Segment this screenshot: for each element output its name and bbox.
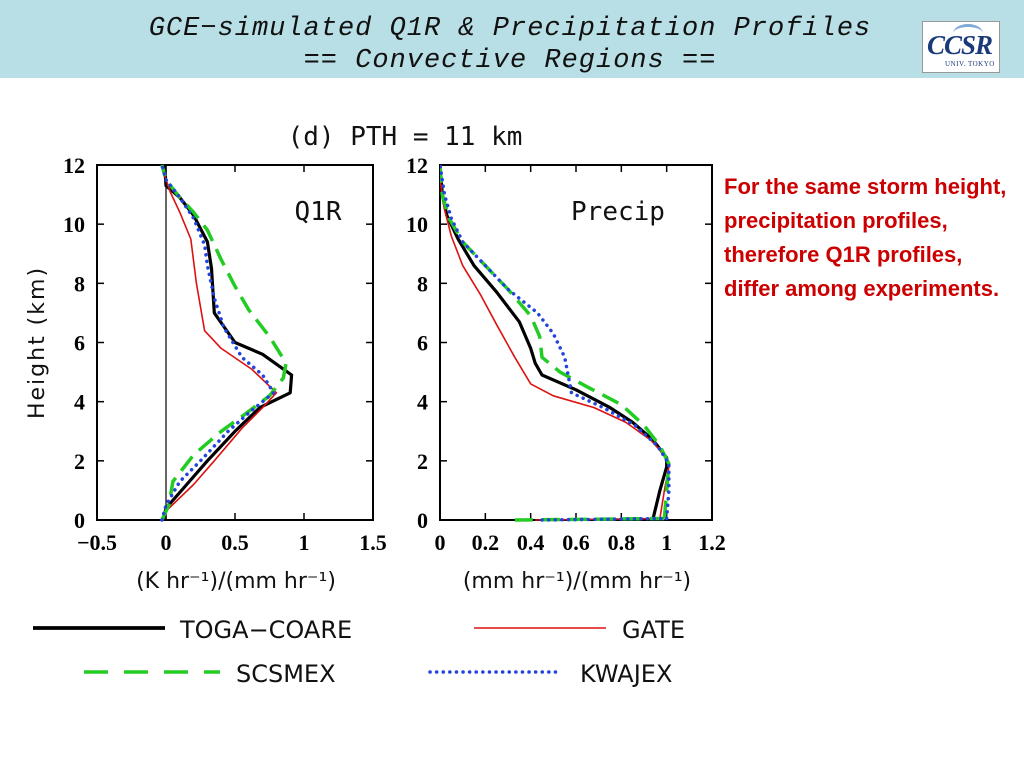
- x-tick-label: 0.5: [221, 530, 249, 555]
- y-tick-label: 12: [63, 153, 85, 178]
- x-tick-label: 1: [299, 530, 310, 555]
- y-tick-label: 0: [74, 508, 85, 533]
- x-tick-label: 1.2: [698, 530, 726, 555]
- x-tick-label: −0.5: [77, 530, 117, 555]
- x-tick-label: 1: [661, 530, 672, 555]
- y-tick-label: 8: [74, 271, 85, 296]
- y-tick-label: 4: [417, 390, 428, 415]
- x-tick-label: 0.4: [517, 530, 545, 555]
- panel-precip: 0 0.2 0.4 0.6 0.8 1 1.2 0 2 4 6 8 10 12 (mm hr⁻¹)/(mm …: [406, 153, 726, 594]
- series-line-scsmex: [440, 164, 671, 519]
- series-group: [440, 163, 671, 522]
- y-tick-label: 10: [63, 212, 85, 237]
- logo-swoosh-icon: [953, 24, 983, 43]
- x-tick-label: 0: [435, 530, 446, 555]
- series-line-gate: [161, 164, 278, 521]
- logo-text: CCSR: [927, 30, 993, 60]
- y-axis-label: Height (km): [25, 266, 50, 419]
- x-tick-label: 0.6: [562, 530, 590, 555]
- y-tick-label: 4: [74, 390, 85, 415]
- logo-subtext: UNIV. TOKYO: [945, 60, 995, 68]
- chart-title: (d) PTH = 11 km: [288, 122, 523, 152]
- title-banner: GCE−simulated Q1R & Precipitation Profil…: [0, 0, 1024, 78]
- y-tick-label: 2: [74, 449, 85, 474]
- annotation-text: For the same storm height, precipitation…: [724, 174, 1007, 301]
- x-tick-label: 0.2: [472, 530, 500, 555]
- y-tick-label: 6: [417, 331, 428, 356]
- series-line-kwajex: [160, 163, 276, 522]
- legend-item-toga-coare: TOGA−COARE: [33, 616, 352, 644]
- surface-line-kwajex: [540, 516, 669, 522]
- series-group: [160, 163, 294, 522]
- series-line-scsmex: [160, 164, 288, 521]
- x-axis-label: (K hr⁻¹)/(mm hr⁻¹): [136, 569, 336, 594]
- x-axis-label: (mm hr⁻¹)/(mm hr⁻¹): [463, 569, 691, 594]
- slide-subtitle: == Convective Regions ==: [303, 46, 717, 76]
- y-tick-label: 10: [406, 212, 428, 237]
- ccsr-logo: CCSR UNIV. TOKYO: [922, 21, 1000, 73]
- y-tick-label: 12: [406, 153, 428, 178]
- x-tick-label: 0.8: [608, 530, 636, 555]
- legend-label: SCSMEX: [236, 660, 336, 688]
- y-tick-label: 0: [417, 508, 428, 533]
- slide-title: GCE−simulated Q1R & Precipitation Profil…: [148, 14, 872, 44]
- x-tick-label: 1.5: [359, 530, 387, 555]
- legend-item-scsmex: SCSMEX: [84, 660, 336, 688]
- y-tick-label: 8: [417, 271, 428, 296]
- y-tick-label: 2: [417, 449, 428, 474]
- legend-label: KWAJEX: [580, 660, 672, 688]
- legend-label: GATE: [622, 616, 685, 644]
- panel-label: Q1R: [295, 197, 342, 227]
- legend-item-kwajex: KWAJEX: [428, 660, 672, 688]
- legend-label: TOGA−COARE: [179, 616, 352, 644]
- panel-label: Precip: [571, 197, 665, 227]
- y-tick-label: 6: [74, 331, 85, 356]
- series-line-kwajex: [440, 163, 671, 521]
- legend-item-gate: GATE: [474, 616, 685, 644]
- x-tick-label: 0: [161, 530, 172, 555]
